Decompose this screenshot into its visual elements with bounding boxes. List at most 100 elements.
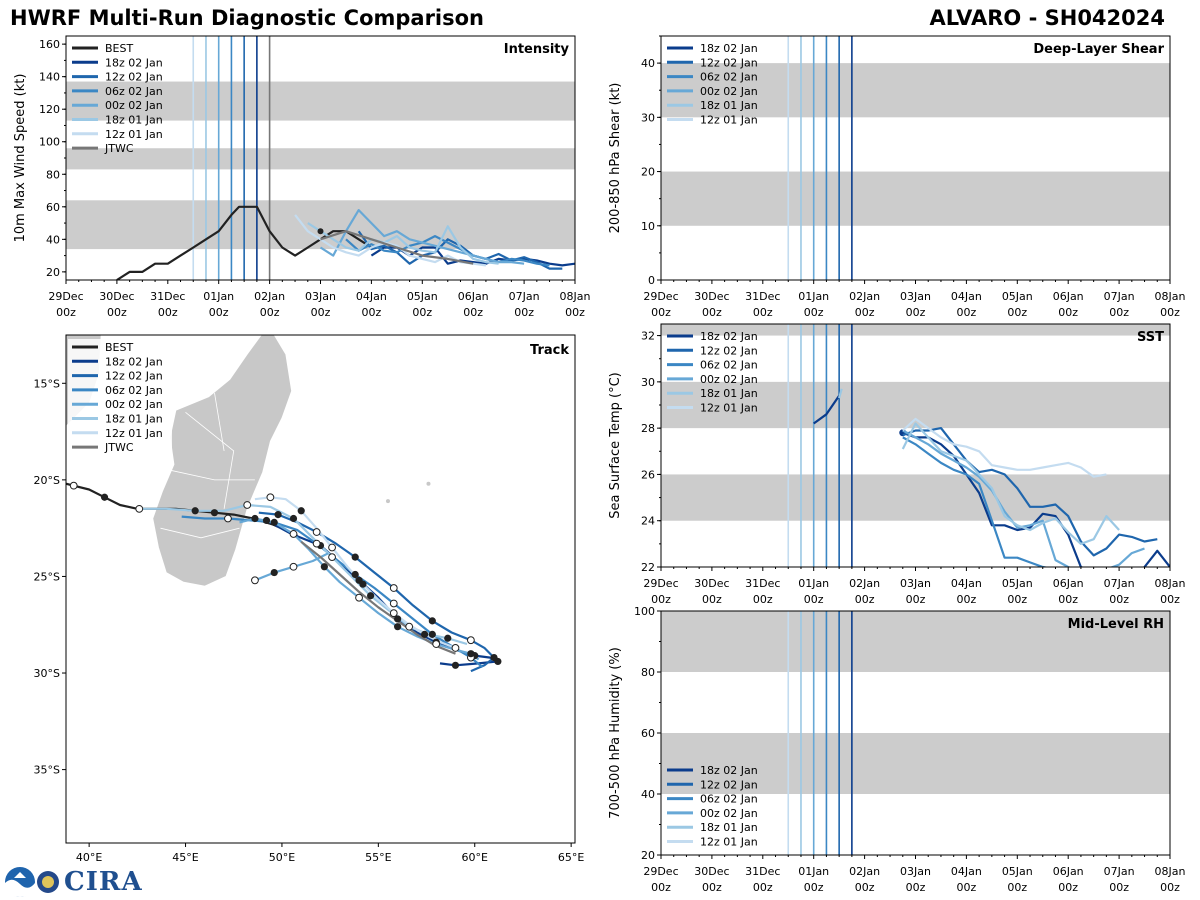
y-tick-label: 28 — [641, 422, 655, 435]
x-tick-label-hour: 00z — [957, 593, 977, 606]
x-tick-label-date: 29Dec — [643, 290, 678, 303]
x-tick-label-hour: 00z — [158, 306, 178, 319]
cira-logo: CIRA — [64, 867, 143, 897]
x-tick-label-date: 02Jan — [254, 290, 285, 303]
x-tick-label-hour: 00z — [651, 306, 671, 319]
x-tick-label-date: 31Dec — [745, 290, 780, 303]
series-line — [902, 431, 1170, 567]
x-tick-label-date: 01Jan — [798, 865, 829, 878]
track-point-12z — [355, 593, 363, 602]
track-point-12z — [389, 599, 398, 608]
x-tick-label-date: 31Dec — [745, 577, 780, 590]
lon-tick-label: 55°E — [365, 851, 391, 864]
track-point-00z — [367, 592, 375, 600]
series-line — [902, 427, 1158, 557]
track-point-00z — [444, 634, 452, 642]
threshold-band — [66, 148, 575, 170]
y-tick-label: 100 — [39, 136, 60, 149]
x-tick-label-hour: 00z — [209, 306, 229, 319]
series-line — [813, 395, 841, 425]
x-tick-label-hour: 00z — [804, 881, 824, 894]
reunion-island — [385, 499, 390, 504]
threshold-band — [661, 381, 1170, 429]
x-tick-label-date: 01Jan — [798, 290, 829, 303]
threshold-band — [661, 171, 1170, 226]
x-tick-label-hour: 00z — [1109, 593, 1129, 606]
region-border — [214, 392, 225, 451]
track-point-00z — [274, 511, 282, 519]
x-tick-label-hour: 00z — [412, 306, 432, 319]
track-point-12z — [432, 640, 441, 648]
track-point-12z — [389, 584, 398, 592]
x-tick-label-hour: 00z — [906, 881, 926, 894]
lat-tick-label: 30°S — [34, 667, 60, 680]
legend-label: 06z 02 Jan — [700, 71, 758, 84]
threshold-band — [661, 474, 1170, 521]
region-border — [170, 469, 255, 481]
panel-title: Mid-Level RH — [1068, 617, 1164, 632]
x-tick-label-hour: 00z — [804, 593, 824, 606]
logo-strip: CIRA — [4, 866, 143, 898]
x-tick-label-date: 07Jan — [1104, 577, 1135, 590]
y-tick-label: 20 — [641, 166, 655, 179]
legend-label: 18z 01 Jan — [105, 413, 163, 426]
chart-title-right: ALVARO - SH042024 — [929, 6, 1165, 30]
x-tick-label-date: 02Jan — [849, 865, 880, 878]
y-tick-label: 40 — [641, 57, 655, 70]
x-tick-label-date: 30Dec — [694, 290, 729, 303]
y-tick-label: 0 — [648, 274, 655, 287]
track-point-12z — [405, 622, 414, 631]
y-axis-label: 10m Max Wind Speed (kt) — [13, 74, 28, 243]
x-tick-label-hour: 00z — [957, 881, 977, 894]
map-frame — [65, 334, 576, 844]
track-point-12z — [69, 481, 78, 490]
legend-label: JTWC — [104, 142, 134, 155]
lon-tick-label: 40°E — [76, 851, 102, 864]
track-line — [300, 540, 456, 655]
x-tick-label-hour: 00z — [1109, 881, 1129, 894]
legend-label: 06z 02 Jan — [105, 85, 163, 98]
y-axis-label: Sea Surface Temp (°C) — [608, 372, 623, 519]
x-tick-label-hour: 00z — [260, 306, 280, 319]
x-tick-label-date: 04Jan — [356, 290, 387, 303]
y-tick-label: 10 — [641, 220, 655, 233]
x-tick-label-hour: 00z — [362, 306, 382, 319]
x-tick-label-hour: 00z — [957, 306, 977, 319]
panel-title: Track — [530, 343, 569, 358]
region-border — [160, 527, 240, 539]
legend-label: 18z 01 Jan — [700, 821, 758, 834]
x-tick-label-date: 07Jan — [509, 290, 540, 303]
x-tick-label-date: 30Dec — [99, 290, 134, 303]
track-point-12z — [466, 636, 475, 645]
track-point-12z — [451, 644, 460, 652]
legend-label: 18z 01 Jan — [700, 387, 758, 400]
legend-label: 06z 02 Jan — [700, 359, 758, 372]
x-tick-label-hour: 00z — [1058, 881, 1078, 894]
legend-label: 18z 02 Jan — [700, 764, 758, 777]
panel-title: SST — [1137, 330, 1164, 345]
series-line — [902, 436, 1049, 567]
x-tick-label-date: 05Jan — [1002, 577, 1033, 590]
y-tick-label: 60 — [641, 727, 655, 740]
chart-title-left: HWRF Multi-Run Diagnostic Comparison — [10, 6, 485, 30]
x-tick-label-hour: 00z — [1007, 593, 1027, 606]
x-tick-label-hour: 00z — [565, 306, 585, 319]
track-point-00z — [467, 650, 475, 658]
series-line — [319, 209, 525, 265]
x-tick-label-date: 03Jan — [900, 290, 931, 303]
x-tick-label-hour: 00z — [1160, 881, 1180, 894]
y-axis-label: 200-850 hPa Shear (kt) — [608, 83, 623, 234]
lon-tick-label: 60°E — [462, 851, 488, 864]
x-tick-label-date: 08Jan — [560, 290, 591, 303]
legend-label: 12z 02 Jan — [105, 71, 163, 84]
track-point-00z — [270, 518, 278, 526]
panel-shear: 0 10 20 30 40 29Dec 00z 30Dec 00z 31Dec 00z 01Jan 00… — [608, 35, 1185, 319]
lat-tick-label: 15°S — [34, 377, 60, 390]
y-tick-label: 20 — [46, 266, 60, 279]
track-point-12z — [312, 528, 321, 536]
lon-tick-label: 45°E — [172, 851, 198, 864]
x-tick-label-date: 30Dec — [694, 865, 729, 878]
panel-title: Intensity — [504, 42, 570, 57]
